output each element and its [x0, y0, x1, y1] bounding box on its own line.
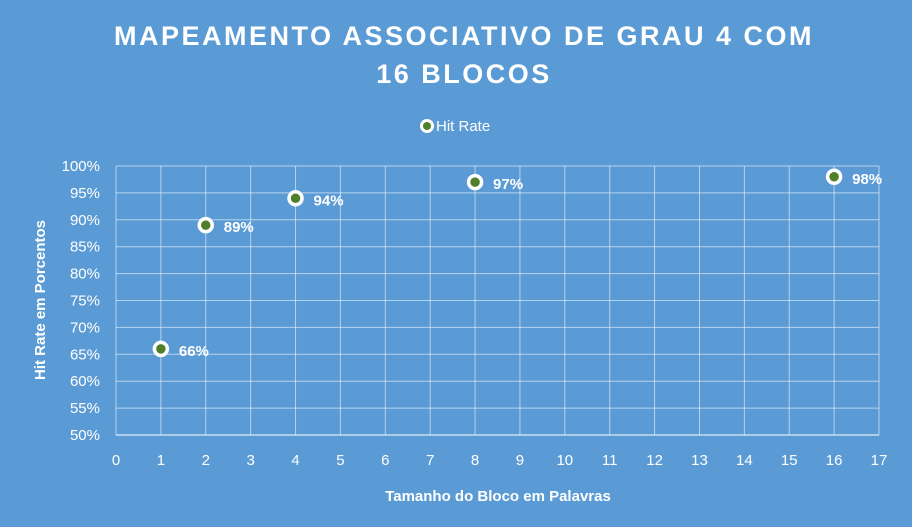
data-labels: 66% 89% 94% 97% 98% [179, 171, 882, 360]
x-tick-label: 15 [781, 452, 798, 469]
data-point [287, 190, 304, 207]
data-point [197, 216, 215, 234]
data-point [152, 340, 170, 358]
y-tick-label: 70% [70, 319, 100, 336]
y-tick-label: 50% [70, 427, 100, 444]
gridlines [115, 165, 880, 436]
y-tick-label: 100% [62, 158, 100, 175]
x-tick-label: 8 [471, 452, 479, 469]
x-tick-label: 2 [202, 452, 210, 469]
data-label: 98% [852, 171, 882, 188]
x-tick-label: 13 [691, 452, 708, 469]
x-tick-label: 0 [112, 452, 120, 469]
y-tick-label: 90% [70, 212, 100, 229]
x-tick-label: 17 [871, 452, 888, 469]
y-tick-label: 55% [70, 400, 100, 417]
x-tick-label: 14 [736, 452, 753, 469]
y-axis-title: Hit Rate em Porcentos [32, 220, 49, 380]
data-point [825, 168, 843, 186]
x-tick-label: 12 [646, 452, 663, 469]
legend: Hit Rate [420, 118, 490, 135]
y-tick-label: 75% [70, 293, 100, 310]
data-label: 97% [493, 176, 523, 193]
y-tick-label: 65% [70, 346, 100, 363]
x-tick-label: 7 [426, 452, 434, 469]
data-points [152, 168, 843, 358]
x-tick-label: 6 [381, 452, 389, 469]
x-tick-label: 1 [157, 452, 165, 469]
legend-label: Hit Rate [436, 118, 490, 135]
data-label: 66% [179, 343, 209, 360]
x-tick-label: 5 [336, 452, 344, 469]
x-tick-label: 10 [556, 452, 573, 469]
data-point [466, 173, 484, 191]
x-tick-label: 9 [516, 452, 524, 469]
x-tick-label: 3 [246, 452, 254, 469]
x-tick-label: 4 [291, 452, 299, 469]
x-axis-ticks: 0 1 2 3 4 5 6 7 8 9 10 11 12 13 14 15 16 17 [112, 452, 888, 469]
x-tick-label: 16 [826, 452, 843, 469]
y-tick-label: 95% [70, 185, 100, 202]
legend-marker [420, 119, 434, 133]
y-axis-ticks: 50% 55% 60% 65% 70% 75% 80% 85% 90% 95% 100% [62, 158, 100, 444]
y-tick-label: 60% [70, 373, 100, 390]
x-tick-label: 11 [602, 452, 618, 469]
data-label: 89% [224, 219, 254, 236]
x-axis-title: Tamanho do Bloco em Palavras [385, 488, 611, 505]
chart-title-line-1: MAPEAMENTO ASSOCIATIVO DE GRAU 4 COM [114, 21, 814, 51]
y-tick-label: 85% [70, 239, 100, 256]
y-tick-label: 80% [70, 266, 100, 283]
data-label: 94% [314, 192, 344, 209]
chart-title-line-2: 16 BLOCOS [376, 59, 552, 89]
